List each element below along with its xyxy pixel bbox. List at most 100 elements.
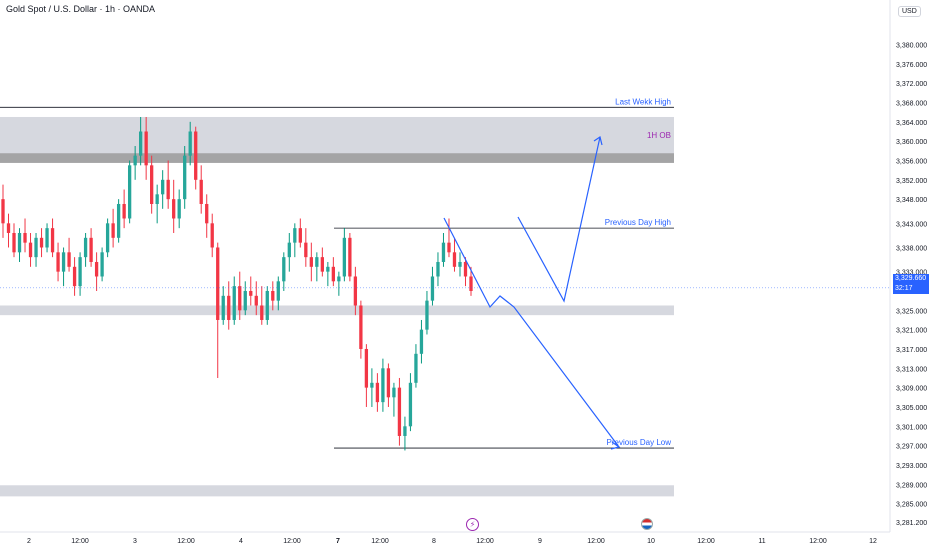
candle-body [403, 426, 407, 436]
y-tick-label: 3,333.000 [896, 270, 927, 277]
candle-body [105, 223, 110, 253]
candle-body [161, 179, 165, 195]
x-tick-label: 12:00 [371, 538, 389, 545]
y-tick-label: 3,305.000 [896, 405, 927, 412]
y-tick-label: 3,343.000 [896, 221, 927, 228]
candle-body [39, 237, 44, 248]
candle-body [1, 199, 5, 224]
x-tick-label: 9 [538, 538, 542, 545]
x-tick-label: 11 [758, 538, 765, 545]
candle-body [83, 237, 88, 258]
symbol-title: Gold Spot / U.S. Dollar · 1h · OANDA [6, 4, 156, 14]
us-flag-icon[interactable] [641, 518, 653, 530]
arrow-head-up [593, 136, 603, 146]
candle-body [116, 203, 121, 238]
candle-body [232, 286, 236, 320]
candle-body [50, 228, 55, 253]
last-price-badge: 3,329.660 32:17 [893, 274, 929, 294]
y-tick-label: 3,297.000 [896, 444, 927, 451]
ob-zone [0, 153, 674, 163]
candle-body [238, 286, 242, 311]
candle-body [155, 194, 159, 204]
candle-body [122, 203, 126, 219]
x-tick-label: 12:00 [809, 538, 827, 545]
candle-body [94, 261, 99, 277]
x-tick-label: 12:00 [476, 538, 494, 545]
candle-body [133, 155, 137, 166]
candle-body [287, 242, 291, 258]
level-label: Last Wekk High [615, 97, 671, 106]
candle-body [364, 348, 369, 388]
candle-body [271, 290, 275, 301]
candle-body [183, 155, 187, 200]
candle-body [172, 199, 176, 219]
candle-body [342, 237, 347, 277]
y-tick-label: 3,281.200 [896, 520, 927, 527]
candle-body [436, 261, 440, 277]
currency-button[interactable]: USD [898, 6, 921, 17]
y-tick-label: 3,301.000 [896, 424, 927, 431]
y-tick-label: 3,289.000 [896, 482, 927, 489]
candle-body [227, 295, 231, 320]
x-tick-label: 3 [133, 538, 137, 545]
candle-body [6, 223, 11, 233]
candle-body [397, 387, 402, 436]
last-price-value: 3,329.660 [895, 275, 927, 282]
x-tick-label: 4 [239, 538, 243, 545]
y-tick-label: 3,352.000 [896, 178, 927, 185]
candle-body [331, 266, 336, 282]
x-tick-label: 8 [432, 538, 436, 545]
level-label: Previous Day Low [607, 438, 672, 447]
candle-body [337, 276, 341, 282]
candle-body [56, 252, 60, 272]
candle-body [304, 242, 308, 258]
candle-body [386, 368, 391, 398]
candle-body [67, 252, 71, 267]
candle-body [320, 257, 324, 272]
candle-body [353, 276, 358, 306]
candle-body [463, 261, 468, 277]
bar-countdown: 32:17 [895, 285, 913, 292]
x-tick-label: 12:00 [587, 538, 605, 545]
lightning-bolt-icon[interactable]: ⚡ [466, 518, 479, 531]
y-tick-label: 3,325.000 [896, 308, 927, 315]
candle-body [452, 252, 457, 267]
candle-body [254, 295, 258, 306]
x-tick-label: 7 [336, 538, 340, 545]
candle-body [78, 257, 82, 287]
candle-body [205, 203, 209, 224]
candle-body [414, 353, 418, 383]
candle-body [72, 266, 77, 287]
candle-body [249, 290, 253, 296]
candle-body [127, 165, 132, 219]
y-tick-label: 3,372.000 [896, 81, 927, 88]
y-tick-label: 3,380.000 [896, 42, 927, 49]
y-tick-label: 3,317.000 [896, 347, 927, 354]
x-tick-label: 10 [647, 538, 655, 545]
candle-body [199, 179, 203, 204]
y-tick-label: 3,313.000 [896, 366, 927, 373]
x-tick-label: 2 [27, 538, 31, 545]
y-tick-label: 3,364.000 [896, 120, 927, 127]
candle-body [194, 131, 198, 180]
candle-body [276, 281, 280, 301]
y-tick-label: 3,285.000 [896, 502, 927, 509]
candle-body [381, 368, 385, 403]
projection-path-down [443, 217, 620, 448]
x-tick-label: 12:00 [697, 538, 715, 545]
y-tick-label: 3,309.000 [896, 386, 927, 393]
y-tick-label: 3,356.000 [896, 158, 927, 165]
candle-body [177, 199, 181, 219]
candle-body [45, 228, 49, 248]
candle-body [166, 179, 170, 200]
candle-body [359, 305, 363, 349]
candle-body [89, 237, 93, 262]
candle-body [348, 237, 352, 277]
candle-body [100, 252, 104, 277]
candle-body [61, 252, 66, 272]
lower-zone [0, 485, 674, 497]
y-tick-label: 3,338.000 [896, 245, 927, 252]
x-tick-label: 12:00 [283, 538, 301, 545]
candle-body [430, 276, 435, 301]
